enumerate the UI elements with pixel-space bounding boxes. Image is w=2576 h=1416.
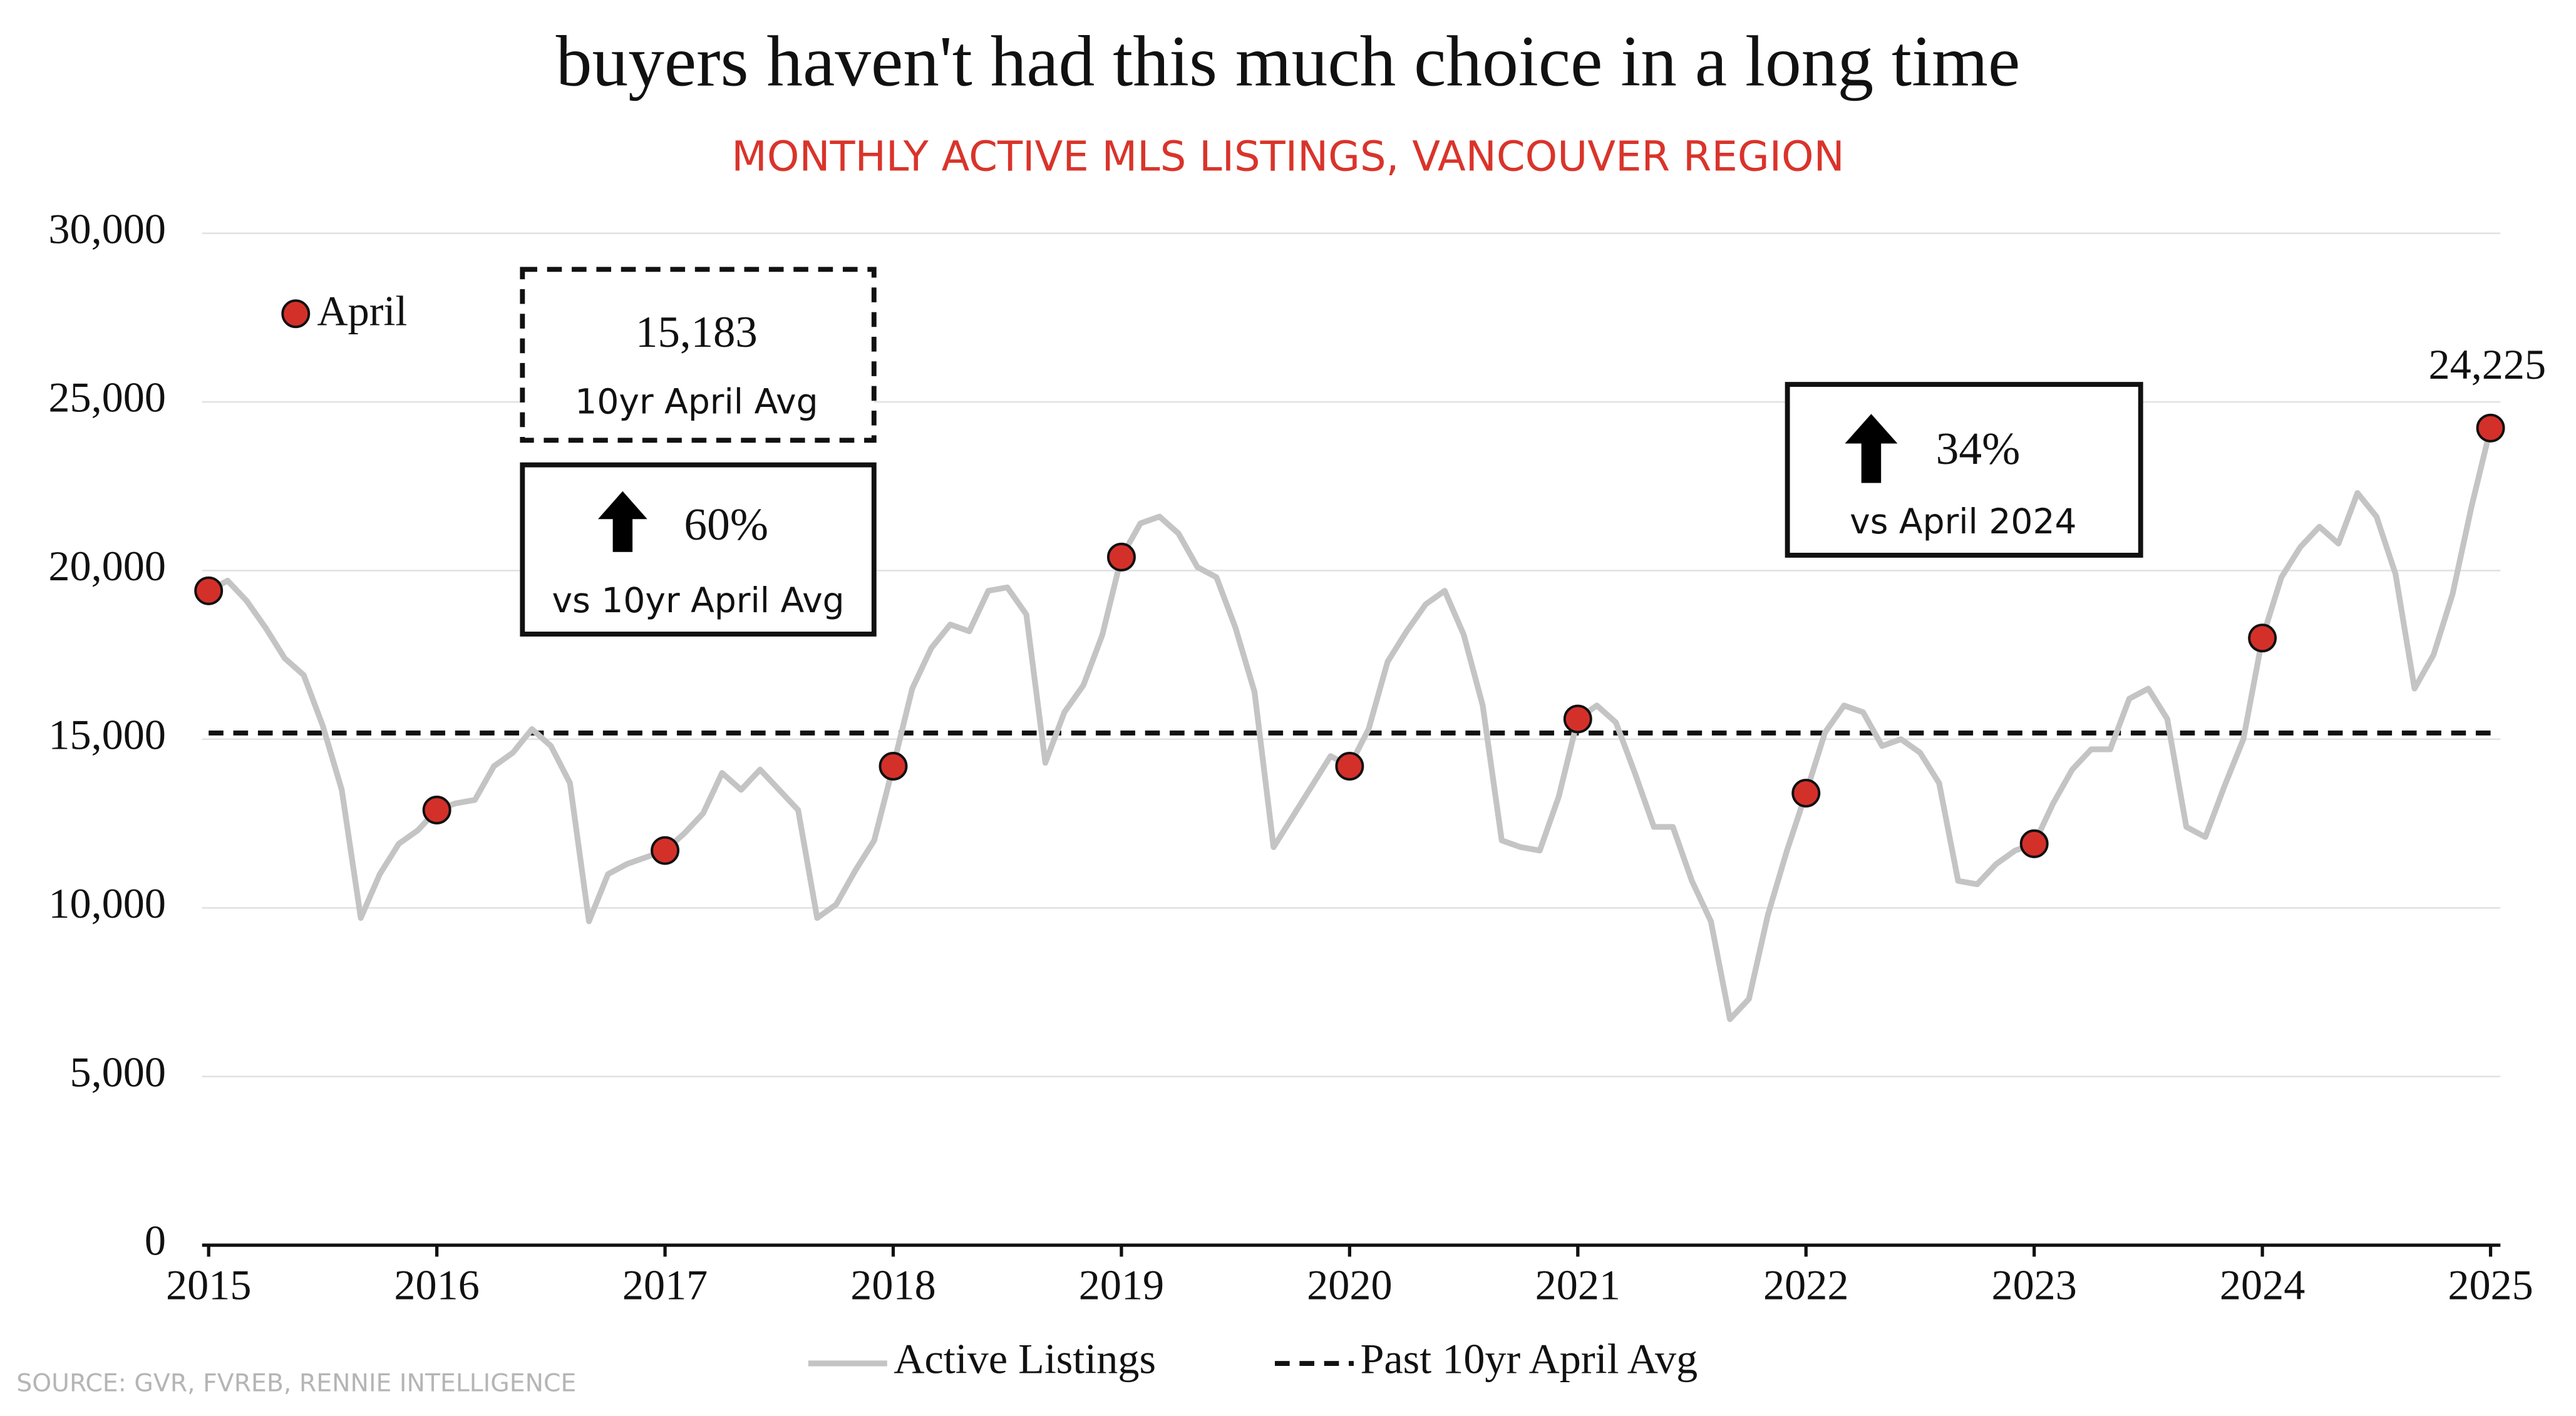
x-tick-label: 2024 (2220, 1261, 2305, 1309)
annotation-value: 15,183 (636, 308, 758, 357)
x-tick-label: 2023 (1991, 1261, 2076, 1309)
x-tick-label: 2025 (2448, 1261, 2533, 1309)
annotation-text: vs 10yr April Avg (552, 580, 845, 620)
april-point (2248, 623, 2277, 653)
y-tick-label: 15,000 (48, 711, 166, 759)
april-point (1791, 779, 1821, 808)
april-point (1335, 752, 1364, 781)
x-tick-label: 2022 (1763, 1261, 1848, 1309)
y-tick-label: 20,000 (48, 542, 166, 590)
x-tick-label: 2016 (394, 1261, 479, 1309)
annotation: 15,183 10yr April Avg (520, 267, 877, 443)
x-tick-label: 2020 (1307, 1261, 1392, 1309)
legend-label: Past 10yr April Avg (1360, 1335, 1698, 1383)
plot: 0 5,000 10,000 15,000 20,000 25,000 30,000 2015… (48, 205, 2546, 1308)
x-tick-label: 2015 (166, 1261, 251, 1309)
legend-marker (281, 299, 311, 329)
annotation-text: vs April 2024 (1850, 501, 2076, 541)
y-tick-label: 30,000 (48, 205, 166, 252)
annotation-value: 60% (684, 499, 768, 550)
x-tick-label: 2021 (1535, 1261, 1620, 1309)
april-point (2476, 413, 2505, 443)
source: SOURCE: GVR, FVREB, RENNIE INTELLIGENCE (16, 1369, 576, 1398)
chart-title: buyers haven't had this much choice in a… (556, 21, 2020, 101)
april-point (1106, 542, 1136, 572)
april-point (651, 836, 680, 865)
y-tick-label: 5,000 (70, 1048, 166, 1095)
april-point (878, 752, 908, 781)
annotation-value: 34% (1936, 423, 2021, 474)
arrow-up (598, 491, 647, 552)
annotation-box (520, 267, 877, 443)
april-point (1563, 704, 1592, 734)
annotation-text: 10yr April Avg (575, 382, 818, 422)
annotation: 34% vs April 2024 (1785, 382, 2143, 558)
legend-label: April (317, 287, 407, 334)
legend-label: Active Listings (894, 1335, 1156, 1383)
april-point (422, 796, 451, 824)
annotation: 60% vs 10yr April Avg (520, 462, 877, 637)
x-tick-label: 2017 (622, 1261, 708, 1309)
y-tick-label: 0 (145, 1217, 166, 1265)
x-tick-label: 2018 (850, 1261, 935, 1309)
y-tick-label: 10,000 (48, 880, 166, 927)
arrow-up (1845, 414, 1898, 483)
data-label: 24,225 (2429, 341, 2547, 388)
y-tick-label: 25,000 (48, 374, 166, 421)
annotation-box (1785, 382, 2143, 558)
april-point (194, 576, 224, 605)
april-point (2019, 829, 2049, 858)
x-tick-label: 2019 (1079, 1261, 1164, 1309)
annotation-box (520, 462, 877, 637)
chart-subtitle: MONTHLY ACTIVE MLS LISTINGS, VANCOUVER R… (731, 133, 1844, 181)
